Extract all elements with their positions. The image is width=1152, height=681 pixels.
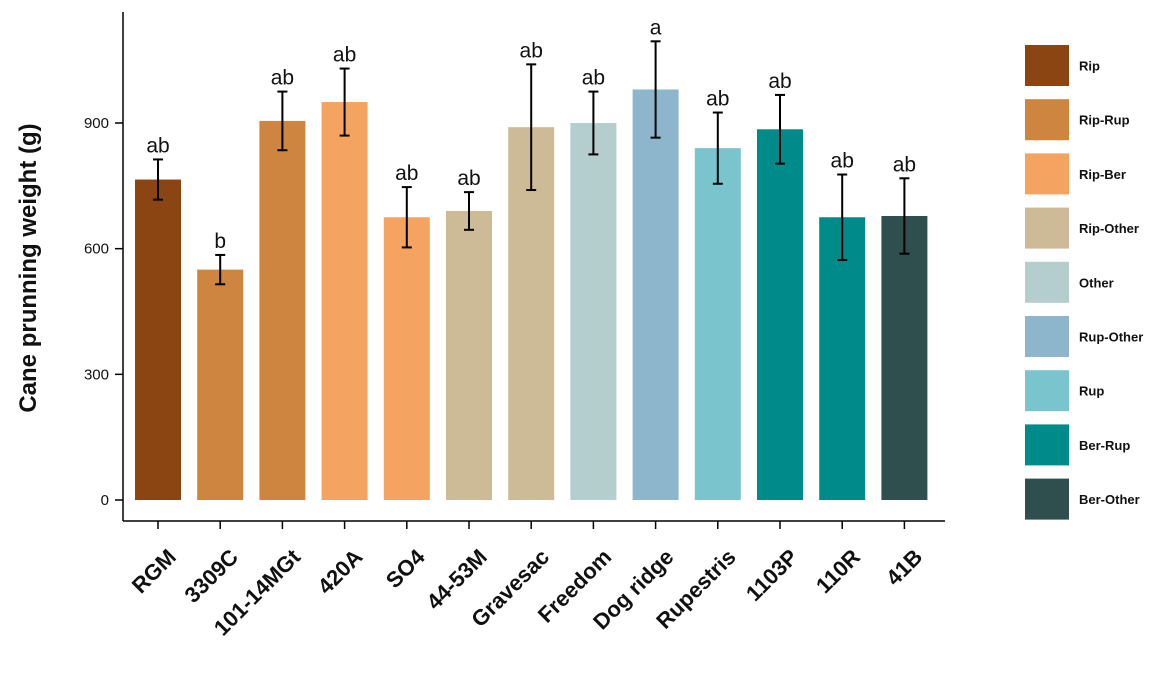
y-axis-ticks: 0 300 600 900	[84, 115, 123, 509]
significance-label: ab	[831, 150, 854, 173]
legend: Rip Rip-Rup Rip-Ber Rip-Other Other Rup-Other…	[1025, 45, 1143, 520]
bars	[135, 89, 928, 501]
significance-label: ab	[893, 153, 916, 176]
significance-label: ab	[768, 70, 791, 93]
error-bar	[899, 177, 910, 255]
legend-swatch	[1025, 424, 1069, 466]
significance-label: ab	[457, 167, 480, 190]
error-bar	[775, 93, 785, 165]
y-tick-label: 600	[84, 241, 109, 258]
legend-label: Rip-Ber	[1079, 167, 1126, 182]
error-bar	[588, 90, 599, 156]
error-bar	[712, 111, 723, 185]
legend-swatch	[1025, 261, 1069, 303]
x-tick-label: 1103P	[741, 544, 803, 606]
significance-label: b	[214, 230, 226, 253]
legend-item: Rip-Ber	[1025, 153, 1126, 195]
legend-label: Rip-Other	[1079, 221, 1139, 236]
chart-axes	[122, 12, 945, 522]
bar	[694, 148, 741, 500]
bar	[881, 215, 928, 500]
legend-item: Other	[1025, 261, 1114, 303]
legend-swatch	[1025, 45, 1069, 86]
bar	[446, 210, 492, 500]
legend-swatch	[1025, 99, 1069, 141]
legend-label: Rup-Other	[1079, 330, 1143, 345]
legend-item: Ber-Rup	[1025, 424, 1130, 466]
x-tick-label: RGM	[127, 544, 181, 598]
legend-item: Rup-Other	[1025, 316, 1143, 357]
significance-label: ab	[146, 134, 169, 157]
bar	[757, 129, 803, 501]
bar	[321, 102, 368, 501]
bar	[135, 179, 181, 501]
bar	[259, 120, 306, 501]
significance-label: ab	[706, 88, 729, 111]
legend-swatch	[1025, 370, 1069, 412]
error-bar	[339, 67, 350, 137]
significance-label: a	[650, 16, 662, 39]
error-bar	[277, 90, 288, 152]
legend-item: Rip-Other	[1025, 207, 1139, 249]
legend-label: Rup	[1079, 384, 1104, 399]
significance-label: ab	[333, 44, 356, 67]
significance-labels: ab b ab ab ab ab ab ab a ab ab ab ab	[146, 16, 916, 253]
x-tick-label: 110R	[811, 544, 865, 598]
error-bar	[837, 173, 848, 261]
legend-label: Other	[1079, 275, 1114, 290]
y-axis-label: Cane prunning weight (g)	[15, 123, 42, 412]
legend-label: Rip	[1079, 59, 1100, 74]
legend-item: Ber-Other	[1025, 478, 1140, 520]
error-bar	[650, 40, 661, 139]
error-bar	[464, 191, 474, 231]
legend-label: Ber-Other	[1079, 492, 1140, 507]
bar	[632, 89, 679, 500]
legend-label: Rip-Rup	[1079, 113, 1130, 128]
bar	[197, 269, 244, 500]
error-bar	[215, 253, 226, 286]
significance-label: ab	[582, 67, 605, 90]
bar	[383, 217, 430, 500]
bar	[819, 217, 866, 500]
error-bars	[153, 40, 910, 286]
y-tick-label: 300	[84, 366, 109, 383]
significance-label: ab	[395, 162, 418, 185]
significance-label: ab	[520, 39, 543, 62]
x-tick-label: 41B	[881, 544, 927, 590]
bar	[570, 123, 617, 500]
y-tick-label: 0	[101, 492, 109, 509]
legend-label: Ber-Rup	[1079, 438, 1130, 453]
legend-item: Rip	[1025, 45, 1100, 86]
legend-swatch	[1025, 478, 1069, 520]
legend-item: Rup	[1025, 370, 1104, 412]
error-bar	[526, 63, 537, 192]
error-bar	[153, 158, 163, 201]
legend-swatch	[1025, 316, 1069, 357]
legend-item: Rip-Rup	[1025, 99, 1130, 141]
x-tick-label: 420A	[313, 544, 368, 599]
legend-swatch	[1025, 207, 1069, 249]
legend-swatch	[1025, 153, 1069, 195]
y-tick-label: 900	[84, 115, 109, 132]
significance-label: ab	[271, 67, 294, 90]
x-tick-label: SO4	[381, 544, 430, 593]
error-bar	[401, 186, 412, 249]
